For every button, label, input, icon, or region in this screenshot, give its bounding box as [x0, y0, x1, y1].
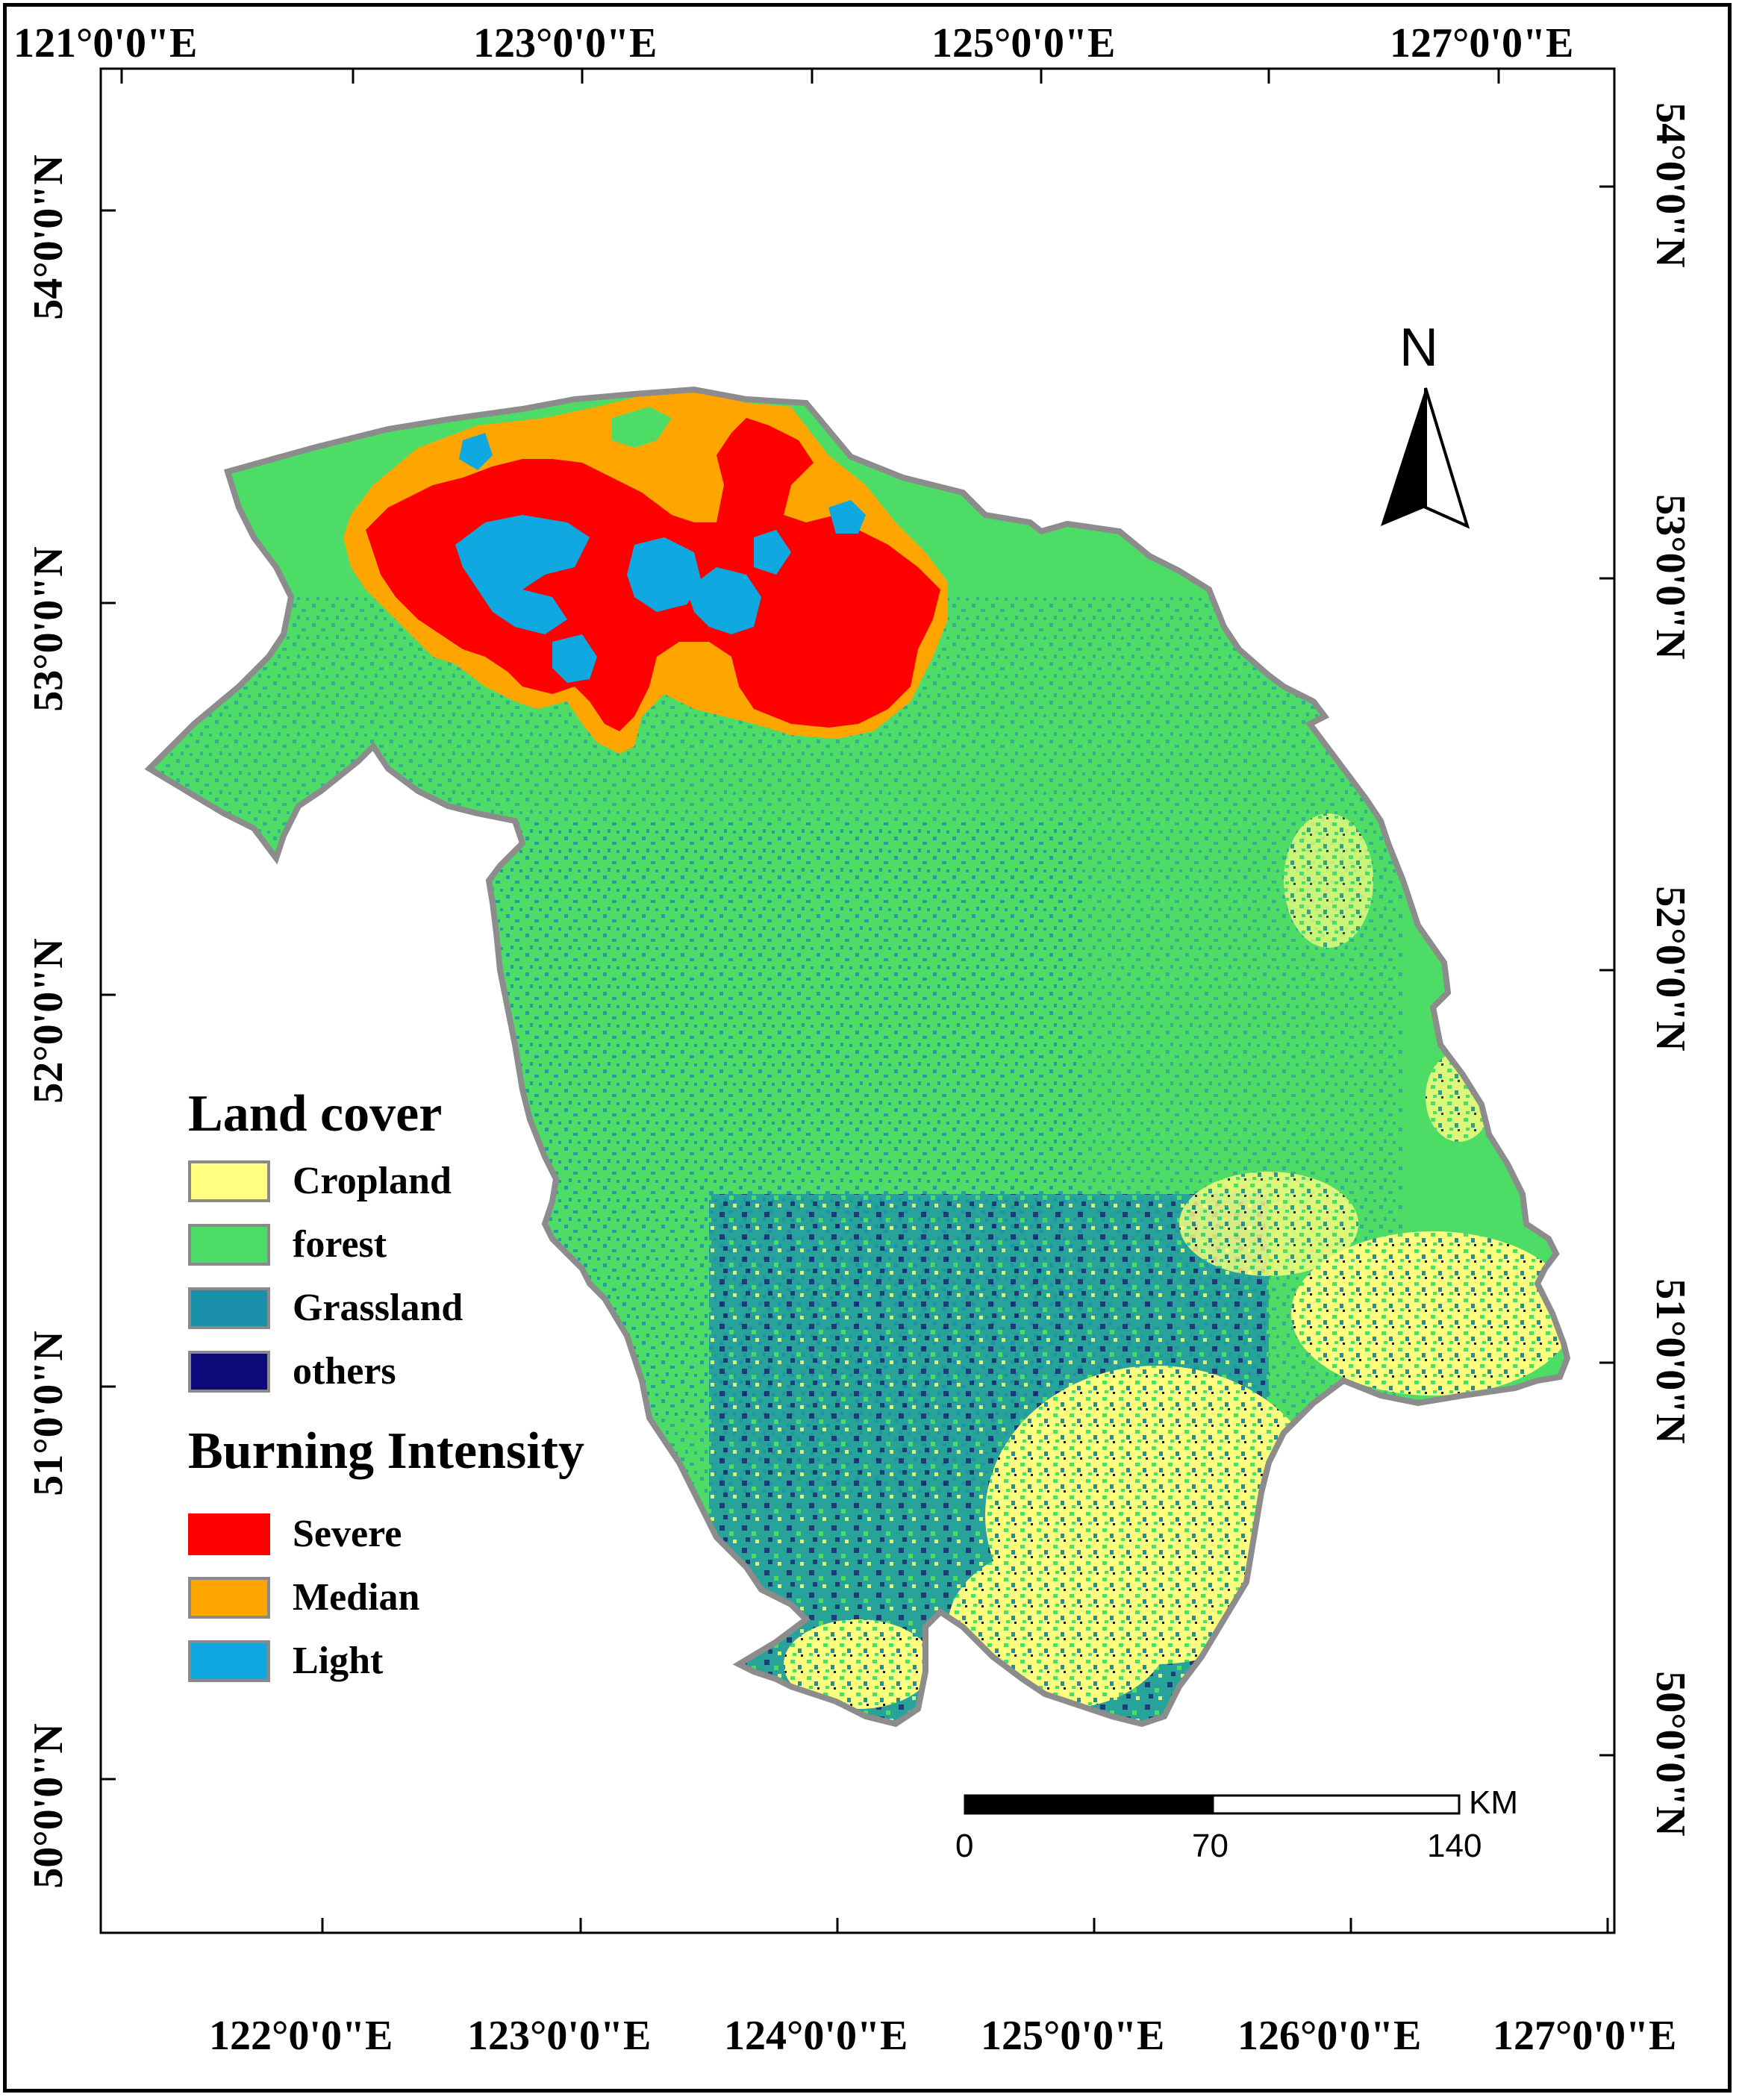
scale-label-140: 140	[1427, 1828, 1482, 1864]
right-lat-label: 50°0'0"N	[1647, 1671, 1693, 1837]
legend-land-cover-title: Land cover	[188, 1085, 443, 1143]
legend-swatch	[188, 1287, 270, 1329]
north-arrow-icon	[1381, 387, 1470, 529]
legend-swatch	[188, 1640, 270, 1682]
legend-swatch	[188, 1224, 270, 1266]
left-lat-label: 52°0'0"N	[25, 938, 72, 1104]
top-lon-label: 121°0'0"E	[13, 20, 198, 66]
legend-item-cropland: Cropland	[188, 1160, 711, 1205]
map-frame	[3, 3, 1732, 2093]
right-ticks	[1599, 185, 1614, 1757]
legend-label: Cropland	[293, 1160, 452, 1202]
legend-label: forest	[293, 1223, 387, 1266]
bottom-lon-label: 123°0'0"E	[467, 2013, 652, 2059]
left-ticks	[101, 209, 116, 1781]
scale-unit: KM	[1469, 1784, 1518, 1821]
left-lat-label: 50°0'0"N	[25, 1723, 72, 1889]
top-lon-label: 125°0'0"E	[931, 20, 1116, 66]
top-lon-label: 127°0'0"E	[1390, 20, 1574, 66]
legend-swatch	[188, 1351, 270, 1393]
scale-bar	[964, 1794, 1461, 1815]
bottom-lon-label: 127°0'0"E	[1493, 2013, 1677, 2059]
bottom-lon-label: 126°0'0"E	[1237, 2013, 1422, 2059]
north-indicator: N	[1381, 321, 1470, 537]
bottom-ticks	[321, 1918, 1609, 1933]
legend-item-light: Light	[188, 1640, 711, 1685]
right-lat-label: 52°0'0"N	[1647, 886, 1693, 1051]
left-lat-label: 54°0'0"N	[25, 154, 72, 320]
left-lat-label: 51°0'0"N	[25, 1331, 72, 1496]
legend-label: Grassland	[293, 1287, 463, 1329]
graticule-frame	[99, 67, 1616, 1934]
legend-swatch	[188, 1513, 270, 1555]
burn-light-zone	[455, 515, 590, 634]
right-lat-label: 51°0'0"N	[1647, 1278, 1693, 1444]
scale-label-0: 0	[955, 1828, 974, 1864]
legend-item-forest: forest	[188, 1224, 711, 1269]
legend-burning-title: Burning Intensity	[188, 1422, 584, 1480]
legend-item-others: others	[188, 1351, 711, 1396]
bottom-lon-label: 124°0'0"E	[724, 2013, 908, 2059]
left-lat-label: 53°0'0"N	[25, 546, 72, 712]
legend-label: Light	[293, 1640, 384, 1682]
bottom-lon-label: 122°0'0"E	[209, 2013, 393, 2059]
legend-swatch	[188, 1577, 270, 1619]
legend-label: Severe	[293, 1513, 402, 1555]
north-letter: N	[1399, 318, 1438, 378]
scale-label-70: 70	[1192, 1828, 1228, 1864]
legend-swatch	[188, 1160, 270, 1202]
right-lat-label: 53°0'0"N	[1647, 494, 1693, 660]
top-lon-label: 123°0'0"E	[473, 20, 658, 66]
legend-label: Median	[293, 1576, 420, 1619]
bottom-lon-label: 125°0'0"E	[981, 2013, 1165, 2059]
legend-item-median: Median	[188, 1577, 711, 1622]
legend-item-grassland: Grassland	[188, 1287, 711, 1332]
right-lat-label: 54°0'0"N	[1647, 102, 1693, 268]
legend-item-severe: Severe	[188, 1513, 711, 1558]
top-ticks	[120, 69, 1500, 84]
legend-label: others	[293, 1350, 396, 1393]
